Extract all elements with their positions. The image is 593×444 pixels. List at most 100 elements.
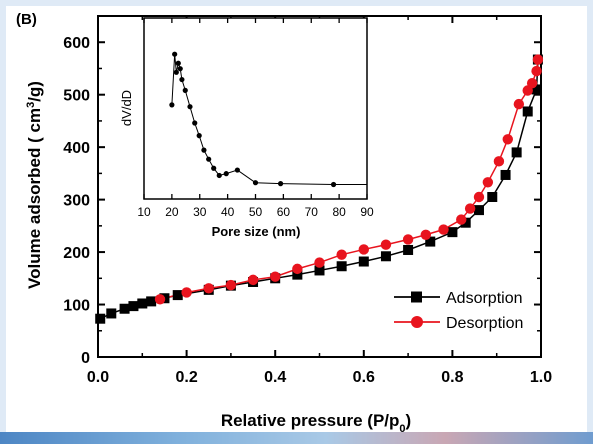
x-axis-title: Relative pressure (P/p0) [221,411,411,435]
desorption-point [502,134,513,145]
inset-series [169,51,367,188]
adsorption-point [473,205,484,216]
decorative-bottom-strip [0,432,593,444]
x-tick-label: 0.4 [264,369,286,386]
y-tick-label: 600 [63,35,90,52]
inset-x-tick-label: 60 [277,205,291,219]
legend-marker-circle [411,316,423,328]
inset-x-tick-label: 80 [332,205,346,219]
adsorption-point [95,313,106,324]
inset-x-tick-label: 70 [305,205,319,219]
inset-point [206,156,212,162]
adsorption-point [403,244,414,255]
inset-x-tick-label: 40 [221,205,235,219]
adsorption-point [380,251,391,262]
panel-label: (B) [16,11,37,28]
adsorption-point [106,308,117,319]
adsorption-point [358,256,369,267]
y-tick-label: 300 [63,193,90,210]
desorption-point [270,271,281,282]
inset-point [201,147,207,153]
adsorption-point [172,290,183,301]
inset-x-axis-title: Pore size (nm) [212,224,301,239]
desorption-point [203,283,214,294]
adsorption-point [511,147,522,158]
inset-point [177,66,183,72]
desorption-point [456,214,467,225]
inset-axes: 10 20 30 40 50 60 70 80 90 [137,17,374,219]
inset-frame [143,17,368,200]
legend-label: Adsorption [446,290,523,307]
inset-x-tick-label: 30 [193,205,207,219]
adsorption-point [522,106,533,117]
y-tick-label: 500 [63,88,90,105]
adsorption-point [119,303,130,314]
desorption-point [181,287,192,298]
inset-x-tick-label: 50 [249,205,263,219]
x-tick-label: 0.8 [441,369,463,386]
x-tick-label: 1.0 [530,369,552,386]
inset-point [252,180,259,186]
desorption-point [402,234,414,245]
desorption-point [473,191,485,203]
inset-point [187,104,193,110]
inset-point [330,181,337,188]
inset-point [192,120,198,126]
y-tick-label: 400 [63,140,90,157]
adsorption-point [447,227,458,238]
adsorption-point [336,261,347,272]
inset-point [175,60,181,66]
desorption-point [531,65,542,77]
desorption-point [464,203,476,214]
adsorption-point [500,169,511,180]
desorption-point [420,229,432,240]
inset-x-tick-label: 90 [360,205,374,219]
y-tick-label: 0 [81,350,90,367]
adsorption-point [460,217,471,228]
inset-y-axis-title: dV/dD [119,90,134,126]
x-tick-label: 0.6 [353,369,375,386]
desorption-point [225,279,237,291]
desorption-point [482,177,494,188]
desorption-point [380,239,392,250]
y-tick-label: 200 [63,245,90,262]
inset-point [234,167,240,173]
desorption-point [336,249,347,260]
x-tick-label: 0.2 [175,369,197,386]
inset-point [169,102,175,108]
desorption-point [513,98,525,110]
legend-label: Desorption [446,315,523,332]
inset-point [211,165,217,171]
adsorption-point [425,236,436,247]
inset-point [216,172,222,179]
inset-point [182,87,188,93]
desorption-point [247,274,259,286]
main-series [95,54,544,324]
adsorption-point [128,301,139,312]
y-axis-title: Volume adsorbed ( cm3/g) [25,81,44,289]
desorption-point [314,257,325,268]
inset-point [196,133,202,139]
legend-marker-square [411,291,422,303]
desorption-point [438,224,449,235]
inset-x-tick-label: 20 [165,205,179,219]
adsorption-point [531,84,542,95]
adsorption-point [137,298,148,309]
desorption-point [358,244,369,255]
inset-point [173,69,179,75]
inset-point [172,51,178,57]
desorption-point [522,85,533,96]
inset-point [179,76,185,83]
desorption-point [493,156,505,167]
adsorption-point [292,269,303,280]
x-tick-label: 0.0 [87,369,109,386]
legend: Adsorption Desorption [394,290,523,332]
inset-point [277,181,284,187]
desorption-point [292,263,303,275]
y-tick-label: 100 [63,298,90,315]
adsorption-point [146,296,157,307]
inset-x-tick-label: 10 [137,205,151,219]
desorption-point [532,54,544,65]
adsorption-point [487,191,498,202]
